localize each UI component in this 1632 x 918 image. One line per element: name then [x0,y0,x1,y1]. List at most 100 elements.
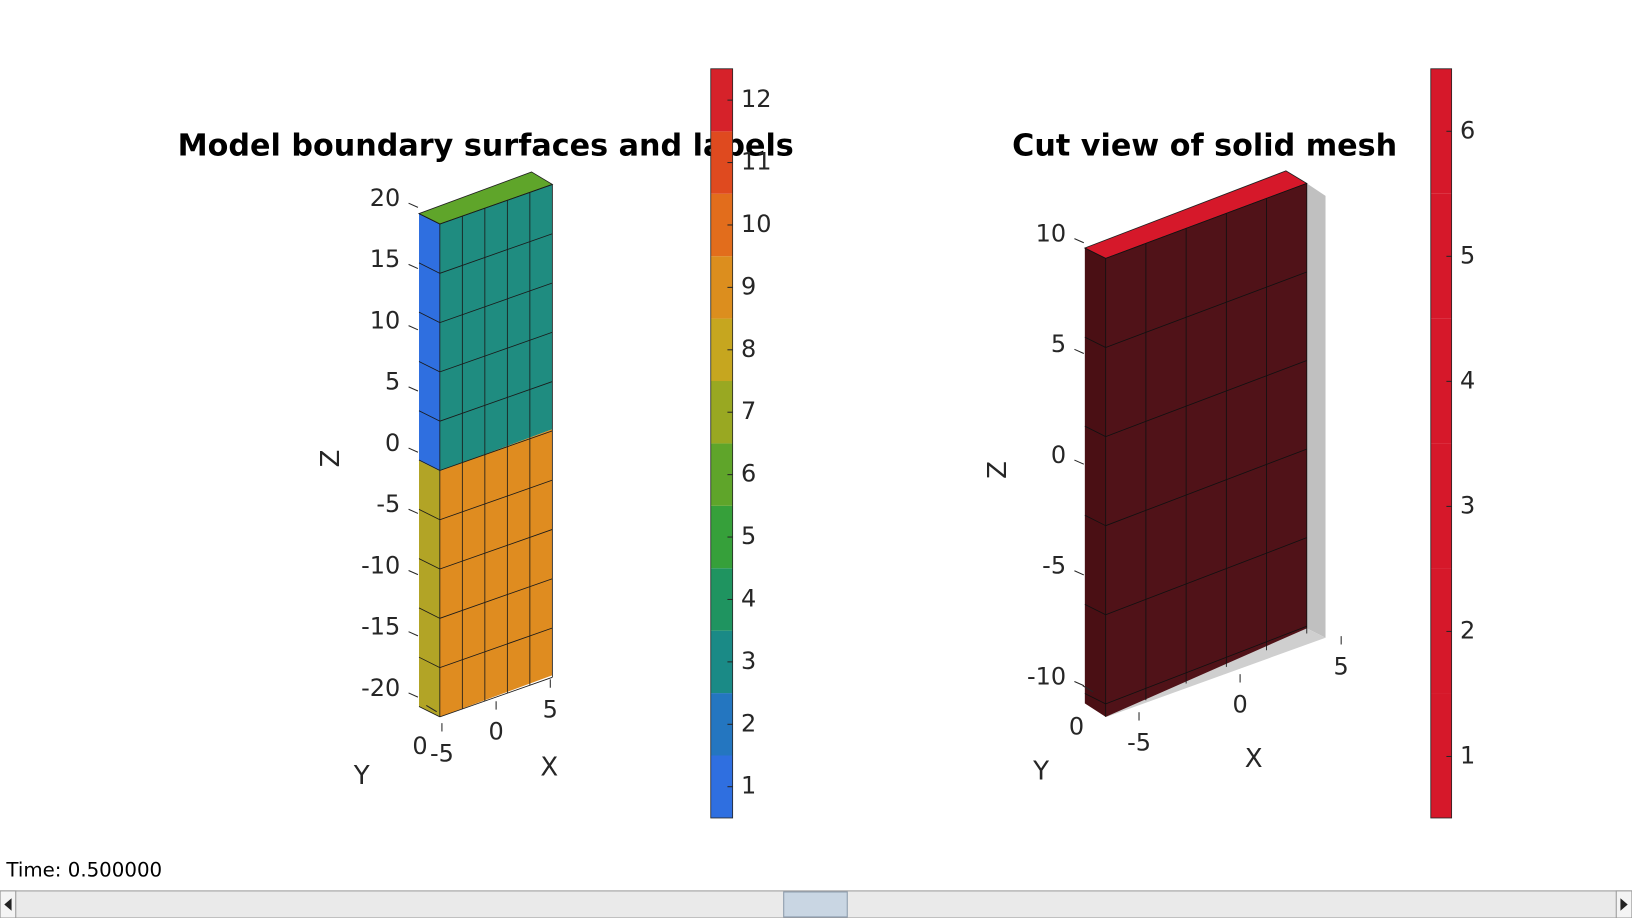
z-tick-label: 0 [1051,441,1066,469]
mesh-line [418,706,441,718]
x-tick-label: -5 [1127,728,1151,756]
mesh-line [418,607,441,619]
mesh-line [418,311,441,323]
z-tick [408,447,419,453]
x-label: X [1245,744,1263,774]
mesh-line [1084,693,1106,705]
left-title: Model boundary surfaces and labels [178,128,794,163]
x-tick-label: 0 [488,718,503,746]
colorbar-band [710,256,733,319]
colorbar-band [710,755,733,818]
mesh-line [439,282,553,323]
colorbar-frame [1430,68,1453,819]
solid-front [1105,183,1307,717]
right-axes [1083,170,1326,717]
solid-side [1084,247,1106,717]
colorbar-tick-label: 4 [741,584,756,612]
colorbar-band [710,505,733,569]
colorbar-frame [710,68,734,819]
colorbar-band [1430,693,1452,818]
z-tick [408,692,419,698]
colorbar-tick-label: 12 [741,85,771,113]
colorbar-band [710,381,733,444]
y-tick-label: 0 [412,732,427,760]
mesh-line [1105,271,1307,348]
mesh-line [439,578,553,619]
mesh-line [439,627,553,669]
x-tick-label: 5 [543,696,558,724]
colorbar-band [1430,568,1452,694]
x-label: X [540,752,558,782]
slider-thumb[interactable] [783,891,848,918]
colorbar-band [710,693,733,756]
mesh-line [439,331,553,373]
colorbar-band [710,443,733,506]
z-tick-label: -5 [1042,552,1066,580]
status-text: Time: 0.500000 [5,859,162,882]
colorbar-tick-label: 2 [741,709,756,737]
mesh-line [439,479,553,521]
y-tick [1082,685,1094,693]
surface-left-lower [418,460,440,717]
z-tick-label: -10 [361,551,400,579]
colorbar-tick-label: 6 [741,460,756,488]
z-tick-label: 5 [1051,330,1066,358]
colorbar-band [1430,193,1452,319]
z-tick [408,570,419,576]
arrow-icon [1620,898,1628,911]
mesh-line [1084,336,1106,348]
mesh-line [1105,625,1307,705]
colorbar-band [710,131,733,194]
colorbar-tick-label: 5 [1460,241,1475,269]
colorbar-tick-label: 4 [1460,366,1475,394]
colorbar-tick-label: 2 [1460,616,1475,644]
z-tick [1074,238,1085,244]
colorbar-tick-label: 9 [741,272,756,300]
z-tick [1074,680,1085,687]
colorbar-band [1430,68,1452,194]
z-tick [408,202,419,208]
mesh-line [418,459,441,471]
colorbar-tick-label: 8 [741,335,756,363]
mesh-line [418,558,441,570]
z-tick [408,263,419,270]
colorbar-tick-label: 6 [1460,116,1475,144]
surface-front-lower [439,429,553,717]
z-tick [408,325,419,331]
surface-left-upper [418,213,440,471]
mesh-line [1084,514,1106,527]
y-tick-label: 0 [1069,712,1084,740]
mesh-line [418,656,441,668]
x-tick-label: -5 [430,739,454,767]
time-slider[interactable] [0,890,1632,918]
mesh-line [1105,448,1307,527]
z-tick-label: 20 [370,184,400,212]
colorbar-tick-label: 10 [741,210,771,238]
mesh-line [1084,603,1106,616]
z-tick [1074,348,1085,354]
z-tick-label: 5 [385,368,400,396]
colorbar-band [710,630,733,694]
z-tick [408,508,419,514]
mesh-line [418,361,441,373]
mesh-line [439,233,553,274]
y-label: Y [353,761,370,791]
colorbar-band [1430,318,1452,444]
mesh-lines [418,184,553,718]
mesh-line [1084,247,1106,259]
x-tick-label: 0 [1232,690,1247,718]
colorbar-tick-label: 1 [741,772,756,800]
mesh-line [1105,360,1307,437]
mesh-line [1084,425,1106,437]
mesh-line [439,381,553,422]
y-label: Y [1032,757,1049,787]
colorbar-tick-label: 7 [741,397,756,425]
colorbar-band [710,193,733,257]
surface-front-upper [439,184,553,471]
mesh-line [1105,183,1307,259]
colorbar-band [1430,443,1452,569]
y-tick [426,704,437,713]
mesh-line [418,508,441,521]
cut-side [1306,183,1326,638]
z-tick-label: 15 [370,245,400,273]
